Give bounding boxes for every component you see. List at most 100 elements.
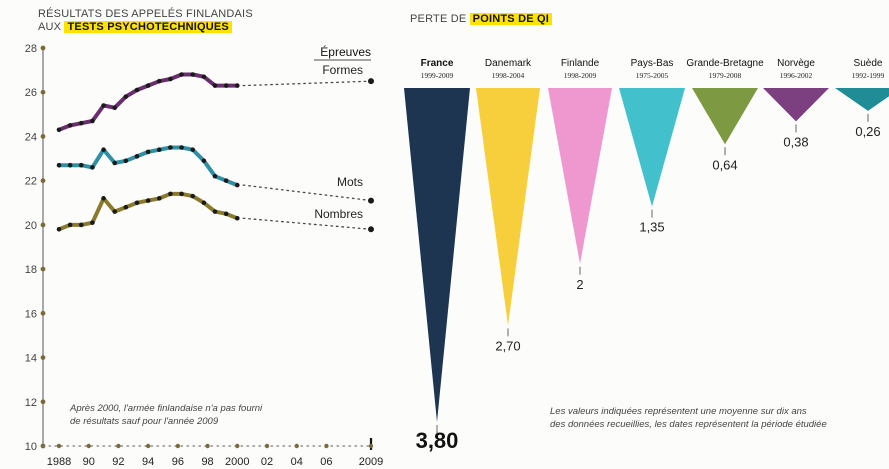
y-tick-mark	[40, 355, 46, 360]
bar-triangle	[692, 88, 758, 145]
data-point	[90, 220, 95, 225]
x-tick-label: 90	[83, 456, 95, 468]
data-point	[112, 209, 118, 214]
y-tick-mark	[40, 310, 46, 316]
series-label-nombres: Nombres	[314, 207, 363, 221]
x-tick-mark	[145, 443, 151, 449]
data-point	[112, 105, 118, 110]
x-tick-label: 2000	[225, 456, 249, 468]
right-annotation-line1: Les valeurs indiquées représentent une m…	[550, 406, 807, 417]
data-point	[78, 222, 84, 228]
category-period: 1998-2009	[564, 71, 597, 80]
data-point	[90, 165, 95, 170]
data-point	[212, 173, 218, 179]
y-tick-label: 26	[25, 87, 37, 99]
data-point	[145, 149, 151, 155]
category-period: 1996-2002	[780, 71, 813, 80]
x-tick-label: 06	[320, 456, 332, 468]
data-point	[134, 87, 140, 93]
y-tick-mark	[40, 178, 46, 184]
left-annotation-line1: Après 2000, l'armée finlandaise n'a pas …	[70, 403, 263, 414]
y-tick-label: 18	[25, 264, 37, 276]
x-tick-label: 98	[201, 456, 213, 468]
category-label: Norvège	[777, 58, 815, 69]
category-period: 1992-1999	[852, 71, 885, 80]
right-annotation: Les valeurs indiquées représentent une m…	[550, 405, 827, 431]
value-label: 1,35	[639, 220, 664, 235]
y-tick-mark	[40, 222, 46, 228]
data-point-2009	[368, 78, 374, 85]
data-point	[201, 158, 207, 164]
bar-triangle	[548, 88, 612, 264]
y-tick-label: 22	[25, 176, 37, 188]
data-point	[56, 227, 62, 232]
value-label: 2,70	[495, 338, 520, 353]
y-tick-label: 28	[25, 43, 37, 55]
y-tick-label: 24	[25, 131, 37, 143]
category-label: Grande-Bretagne	[686, 58, 764, 69]
value-label: 0,38	[783, 134, 808, 149]
category-label: Danemark	[485, 58, 532, 69]
y-tick-mark	[40, 134, 46, 139]
data-point	[234, 182, 240, 188]
x-tick-label: 92	[112, 456, 124, 468]
legend-title: Épreuves	[320, 44, 371, 59]
bar-triangle	[835, 88, 889, 111]
left-chart-title-line1: RÉSULTATS DES APPELÉS FINLANDAIS	[38, 8, 253, 20]
series-label-mots: Mots	[337, 175, 363, 189]
bar-triangle	[619, 88, 685, 207]
data-point	[223, 211, 229, 217]
data-point	[223, 178, 229, 183]
left-chart-title-prefix: AUX	[38, 21, 65, 33]
series-line-formes	[57, 72, 240, 132]
y-tick-label: 14	[25, 353, 37, 365]
left-annotation-line2: de résultats sauf pour l'année 2009	[70, 416, 219, 427]
y-tick-label: 16	[25, 308, 37, 320]
category-label: France	[421, 58, 454, 69]
category-period: 1998-2004	[492, 71, 525, 80]
x-tick-mark	[116, 443, 121, 449]
x-tick-mark	[235, 443, 240, 449]
data-point	[67, 222, 73, 228]
data-point	[179, 72, 184, 77]
data-point	[168, 191, 173, 197]
value-label: 0,26	[855, 124, 880, 139]
y-tick-mark	[40, 266, 46, 272]
series-projection-nombres	[242, 217, 372, 230]
data-point	[123, 204, 129, 210]
category-label: Finlande	[561, 58, 600, 69]
data-point	[134, 200, 140, 206]
x-tick-label: 04	[291, 456, 303, 468]
data-point	[101, 103, 106, 108]
value-label: 2	[576, 277, 583, 292]
data-point	[56, 127, 62, 133]
y-tick-mark	[40, 45, 46, 51]
data-point	[212, 209, 218, 214]
category-period: 1979-2008	[709, 71, 742, 80]
right-chart-title-highlight: POINTS DE QI	[469, 13, 553, 25]
data-point	[234, 215, 240, 221]
x-tick-label: 96	[172, 456, 184, 468]
data-point	[101, 147, 106, 153]
x-tick-mark	[56, 443, 62, 449]
x-tick-label: 2009	[359, 456, 383, 468]
x-tick-mark	[324, 443, 329, 449]
x-tick-mark	[368, 443, 374, 449]
y-tick-mark	[40, 89, 46, 95]
x-tick-mark	[264, 443, 270, 449]
data-point	[67, 162, 73, 168]
x-tick-label: 02	[261, 456, 273, 468]
bar-triangle	[404, 88, 470, 422]
data-point	[67, 123, 73, 128]
data-point	[234, 83, 240, 88]
data-point	[123, 94, 129, 99]
right-chart-title: PERTE DE POINTS DE QI	[410, 13, 553, 25]
data-point	[212, 83, 218, 88]
x-tick-mark	[205, 443, 210, 449]
data-point	[190, 193, 196, 199]
x-tick-mark	[294, 443, 299, 449]
data-point	[145, 83, 151, 88]
category-label: Pays-Bas	[631, 58, 674, 69]
data-point	[56, 162, 62, 168]
